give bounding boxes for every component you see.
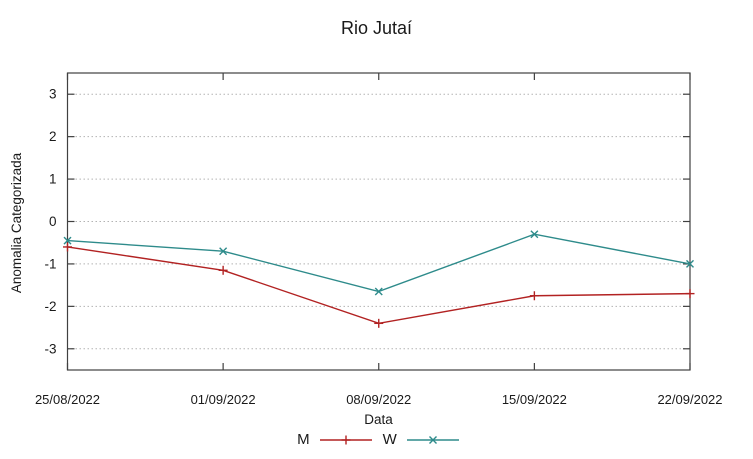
gridlines bbox=[67, 93, 690, 350]
y-tick-label: -1 bbox=[44, 256, 56, 271]
x-tick-label: 01/09/2022 bbox=[191, 392, 256, 407]
legend-label-M: M bbox=[297, 431, 310, 448]
x-tick-label: 08/09/2022 bbox=[346, 392, 411, 407]
legend-sample-W bbox=[406, 435, 459, 444]
series-line-M bbox=[67, 246, 691, 325]
series-W bbox=[63, 230, 694, 296]
y-tick-label: -3 bbox=[44, 341, 56, 356]
legend-item-M: M bbox=[297, 431, 373, 448]
x-tick-label: 25/08/2022 bbox=[35, 392, 100, 407]
y-tick-label: 1 bbox=[49, 172, 57, 187]
y-tick-label: 3 bbox=[49, 87, 57, 102]
x-axis-title: Data bbox=[364, 412, 393, 427]
chart-title: Rio Jutaí bbox=[340, 18, 413, 38]
x-tick-label: 22/09/2022 bbox=[657, 392, 722, 407]
legend-label-W: W bbox=[382, 431, 397, 448]
legend-sample-M bbox=[319, 435, 372, 444]
y-tick-label: -2 bbox=[44, 299, 56, 314]
x-tick-labels: 25/08/2022 01/09/2022 08/09/2022 15/09/2022… bbox=[35, 392, 723, 407]
y-tick-label: 0 bbox=[49, 214, 57, 229]
y-tick-label: 2 bbox=[49, 129, 57, 144]
legend-item-W: W bbox=[383, 431, 460, 448]
series-line-W bbox=[67, 233, 691, 293]
series-M bbox=[63, 242, 695, 328]
y-tick-labels: 3 2 1 0 -1 -2 -3 bbox=[44, 87, 56, 357]
x-tick-label: 15/09/2022 bbox=[502, 392, 567, 407]
